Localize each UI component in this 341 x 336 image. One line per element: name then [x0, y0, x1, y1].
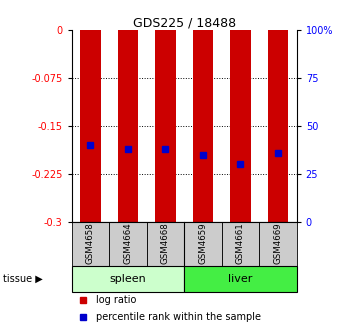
Text: GSM4664: GSM4664: [123, 222, 132, 264]
Bar: [72, 222, 109, 266]
Bar: [259, 222, 297, 266]
Bar: [222, 222, 259, 266]
Bar: [193, 30, 213, 222]
Text: GSM4658: GSM4658: [86, 222, 95, 264]
Title: GDS225 / 18488: GDS225 / 18488: [133, 16, 236, 29]
Text: percentile rank within the sample: percentile rank within the sample: [97, 312, 261, 323]
Text: liver: liver: [228, 274, 253, 284]
Text: GSM4661: GSM4661: [236, 222, 245, 264]
Text: log ratio: log ratio: [97, 295, 137, 305]
Text: GSM4668: GSM4668: [161, 222, 170, 264]
Bar: [230, 30, 251, 222]
Bar: [109, 222, 147, 266]
Bar: [147, 222, 184, 266]
Text: GSM4669: GSM4669: [273, 222, 282, 264]
Bar: [268, 30, 288, 222]
Bar: [184, 266, 297, 292]
Text: GSM4659: GSM4659: [198, 222, 207, 264]
Bar: [80, 30, 101, 222]
Bar: [118, 30, 138, 222]
Text: spleen: spleen: [109, 274, 146, 284]
Text: tissue ▶: tissue ▶: [3, 274, 43, 284]
Bar: [155, 30, 176, 222]
Bar: [72, 266, 184, 292]
Bar: [184, 222, 222, 266]
